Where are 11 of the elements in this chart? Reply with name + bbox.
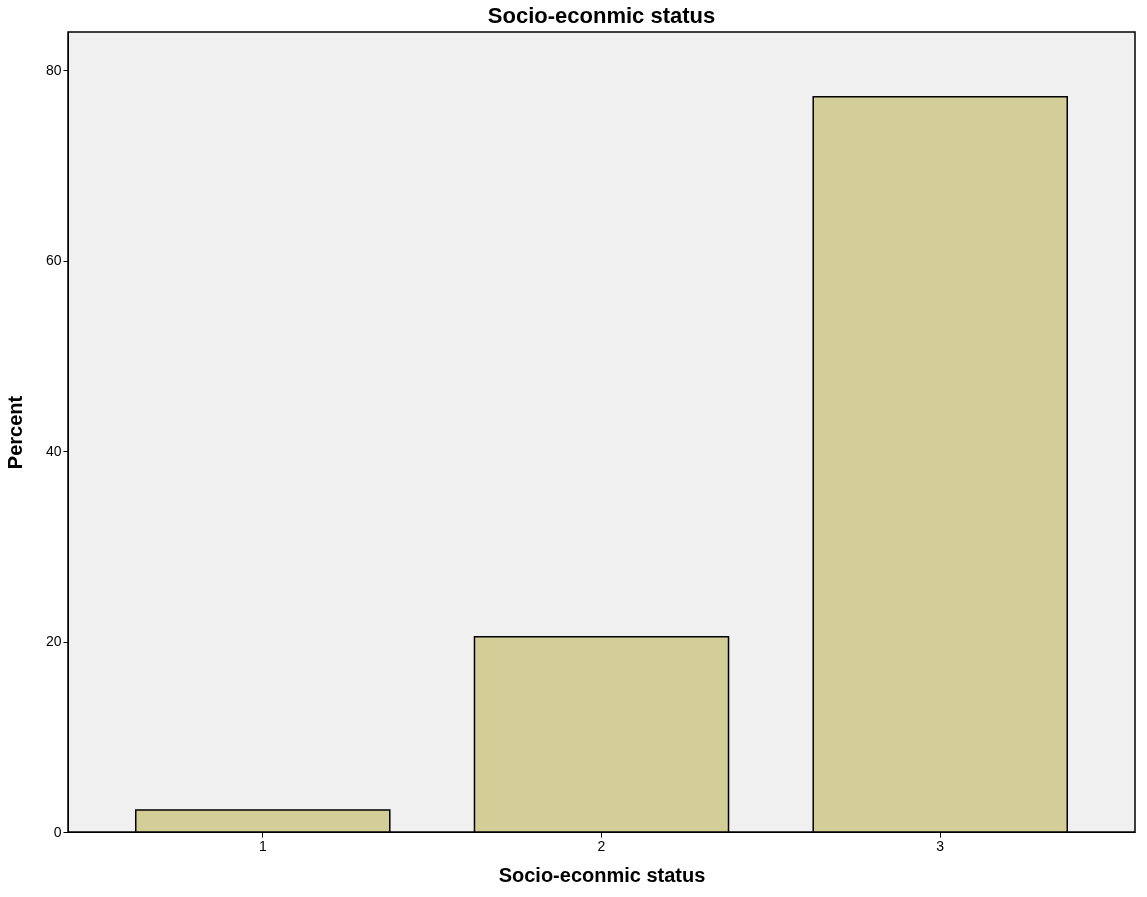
x-tick-label: 3 bbox=[936, 837, 945, 854]
x-tick-label: 1 bbox=[258, 837, 267, 854]
y-axis-title: Percent bbox=[3, 395, 26, 470]
y-tick-label: 40 bbox=[45, 442, 62, 459]
y-tick-label: 60 bbox=[45, 252, 62, 269]
chart-title: Socio-econmic status bbox=[487, 3, 716, 28]
y-tick-label: 0 bbox=[53, 823, 62, 840]
y-tick-label: 20 bbox=[45, 633, 62, 650]
x-tick-label: 2 bbox=[597, 837, 606, 854]
x-axis-title: Socio-econmic status bbox=[498, 863, 706, 886]
y-tick-label: 80 bbox=[45, 61, 62, 78]
